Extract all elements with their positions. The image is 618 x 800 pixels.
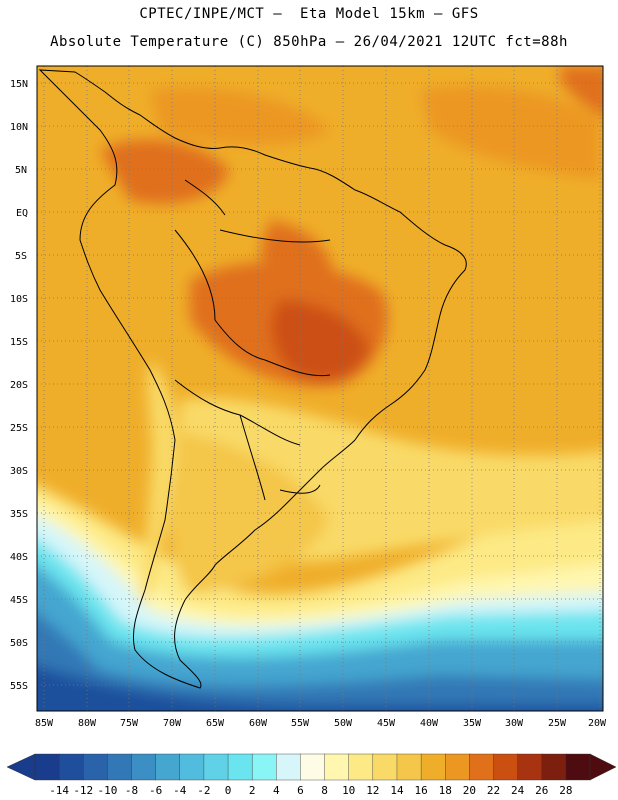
colorbar-label: -8 bbox=[125, 784, 138, 797]
colorbar-swatch bbox=[58, 753, 84, 781]
colorbar-swatch bbox=[565, 753, 591, 781]
colorbar-swatch bbox=[155, 753, 181, 781]
colorbar-swatch bbox=[276, 753, 301, 781]
lon-label: 80W bbox=[78, 718, 97, 729]
lon-label: 30W bbox=[505, 718, 524, 729]
colorbar-label: 0 bbox=[225, 784, 232, 797]
colorbar-label: 16 bbox=[414, 784, 427, 797]
colorbar-swatch bbox=[445, 753, 470, 781]
colorbar-label: -2 bbox=[197, 784, 210, 797]
colorbar-label: -14 bbox=[49, 784, 69, 797]
colorbar-swatch bbox=[203, 753, 229, 781]
colorbar-label: -4 bbox=[173, 784, 187, 797]
lat-label: 30S bbox=[10, 466, 28, 477]
lat-label: 10S bbox=[10, 294, 28, 305]
colorbar-swatch bbox=[107, 753, 133, 781]
colorbar-label: 22 bbox=[487, 784, 500, 797]
plot-frame bbox=[36, 65, 604, 712]
colorbar-swatch bbox=[251, 753, 277, 781]
colorbar-swatch bbox=[541, 753, 567, 781]
colorbar-label: 26 bbox=[535, 784, 548, 797]
lon-label: 75W bbox=[120, 718, 139, 729]
colorbar-swatch bbox=[324, 753, 350, 781]
lat-label: 15S bbox=[10, 337, 28, 348]
lat-label: EQ bbox=[16, 208, 28, 219]
lon-label: 25W bbox=[548, 718, 567, 729]
colorbar-swatch bbox=[420, 753, 446, 781]
colorbar-swatch bbox=[83, 753, 108, 781]
colorbar-swatch bbox=[396, 753, 422, 781]
colorbar-label: 10 bbox=[342, 784, 355, 797]
lon-label: 70W bbox=[163, 718, 182, 729]
colorbar-swatch bbox=[227, 753, 253, 781]
lon-label: 45W bbox=[377, 718, 396, 729]
lon-label: 35W bbox=[463, 718, 482, 729]
lat-label: 5S bbox=[15, 251, 27, 262]
colorbar-label: 24 bbox=[511, 784, 525, 797]
lat-label: 15N bbox=[10, 79, 28, 90]
temperature-field bbox=[37, 66, 603, 711]
colorbar-swatch bbox=[348, 753, 374, 781]
colorbar-label: 6 bbox=[297, 784, 304, 797]
colorbar-swatch bbox=[517, 753, 543, 781]
colorbar-label: 14 bbox=[390, 784, 404, 797]
colorbar-arrow-high bbox=[589, 753, 617, 781]
colorbar: -14 -12 -10 -8 -6 -4 -2 0 2 4 6 8 10 12 14 16 18 20 22 24 26… bbox=[6, 753, 617, 797]
colorbar-arrow-low bbox=[6, 753, 36, 781]
lon-label: 60W bbox=[249, 718, 268, 729]
colorbar-label: 12 bbox=[366, 784, 379, 797]
colorbar-label: -12 bbox=[73, 784, 93, 797]
colorbar-label: 18 bbox=[439, 784, 452, 797]
map-title-line2: Absolute Temperature (C) 850hPa – 26/04/… bbox=[50, 34, 568, 50]
lat-label: 10N bbox=[10, 122, 28, 133]
colorbar-label: 8 bbox=[321, 784, 328, 797]
colorbar-swatch bbox=[300, 753, 326, 781]
lat-label: 50S bbox=[10, 638, 28, 649]
lat-label: 25S bbox=[10, 423, 28, 434]
lon-label: 40W bbox=[420, 718, 439, 729]
lon-label: 20W bbox=[588, 718, 607, 729]
colorbar-swatch bbox=[34, 753, 60, 781]
colorbar-label: 2 bbox=[249, 784, 256, 797]
lat-label: 55S bbox=[10, 681, 28, 692]
latitude-labels: 15N 10N 5N EQ 5S 10S 15S 20S 25S 30S 35S… bbox=[10, 79, 28, 692]
lon-label: 85W bbox=[35, 718, 54, 729]
lat-label: 45S bbox=[10, 595, 28, 606]
colorbar-label: 4 bbox=[273, 784, 280, 797]
colorbar-swatch bbox=[469, 753, 494, 781]
colorbar-swatch bbox=[493, 753, 519, 781]
lat-label: 5N bbox=[15, 165, 27, 176]
colorbar-label: 28 bbox=[559, 784, 572, 797]
colorbar-swatch bbox=[179, 753, 205, 781]
map-title-line1: CPTEC/INPE/MCT – Eta Model 15km – GFS bbox=[139, 6, 479, 22]
colorbar-swatch bbox=[372, 753, 398, 781]
lat-label: 40S bbox=[10, 552, 28, 563]
longitude-labels: 85W 80W 75W 70W 65W 60W 55W 50W 45W 40W … bbox=[35, 718, 607, 729]
country-borders bbox=[38, 69, 467, 689]
lon-label: 55W bbox=[291, 718, 310, 729]
colorbar-label: 20 bbox=[463, 784, 476, 797]
lat-label: 35S bbox=[10, 509, 28, 520]
lat-label: 20S bbox=[10, 380, 28, 391]
lon-label: 65W bbox=[206, 718, 225, 729]
colorbar-swatch bbox=[131, 753, 157, 781]
colorbar-label: -10 bbox=[97, 784, 117, 797]
lon-label: 50W bbox=[334, 718, 353, 729]
colorbar-label: -6 bbox=[149, 784, 162, 797]
